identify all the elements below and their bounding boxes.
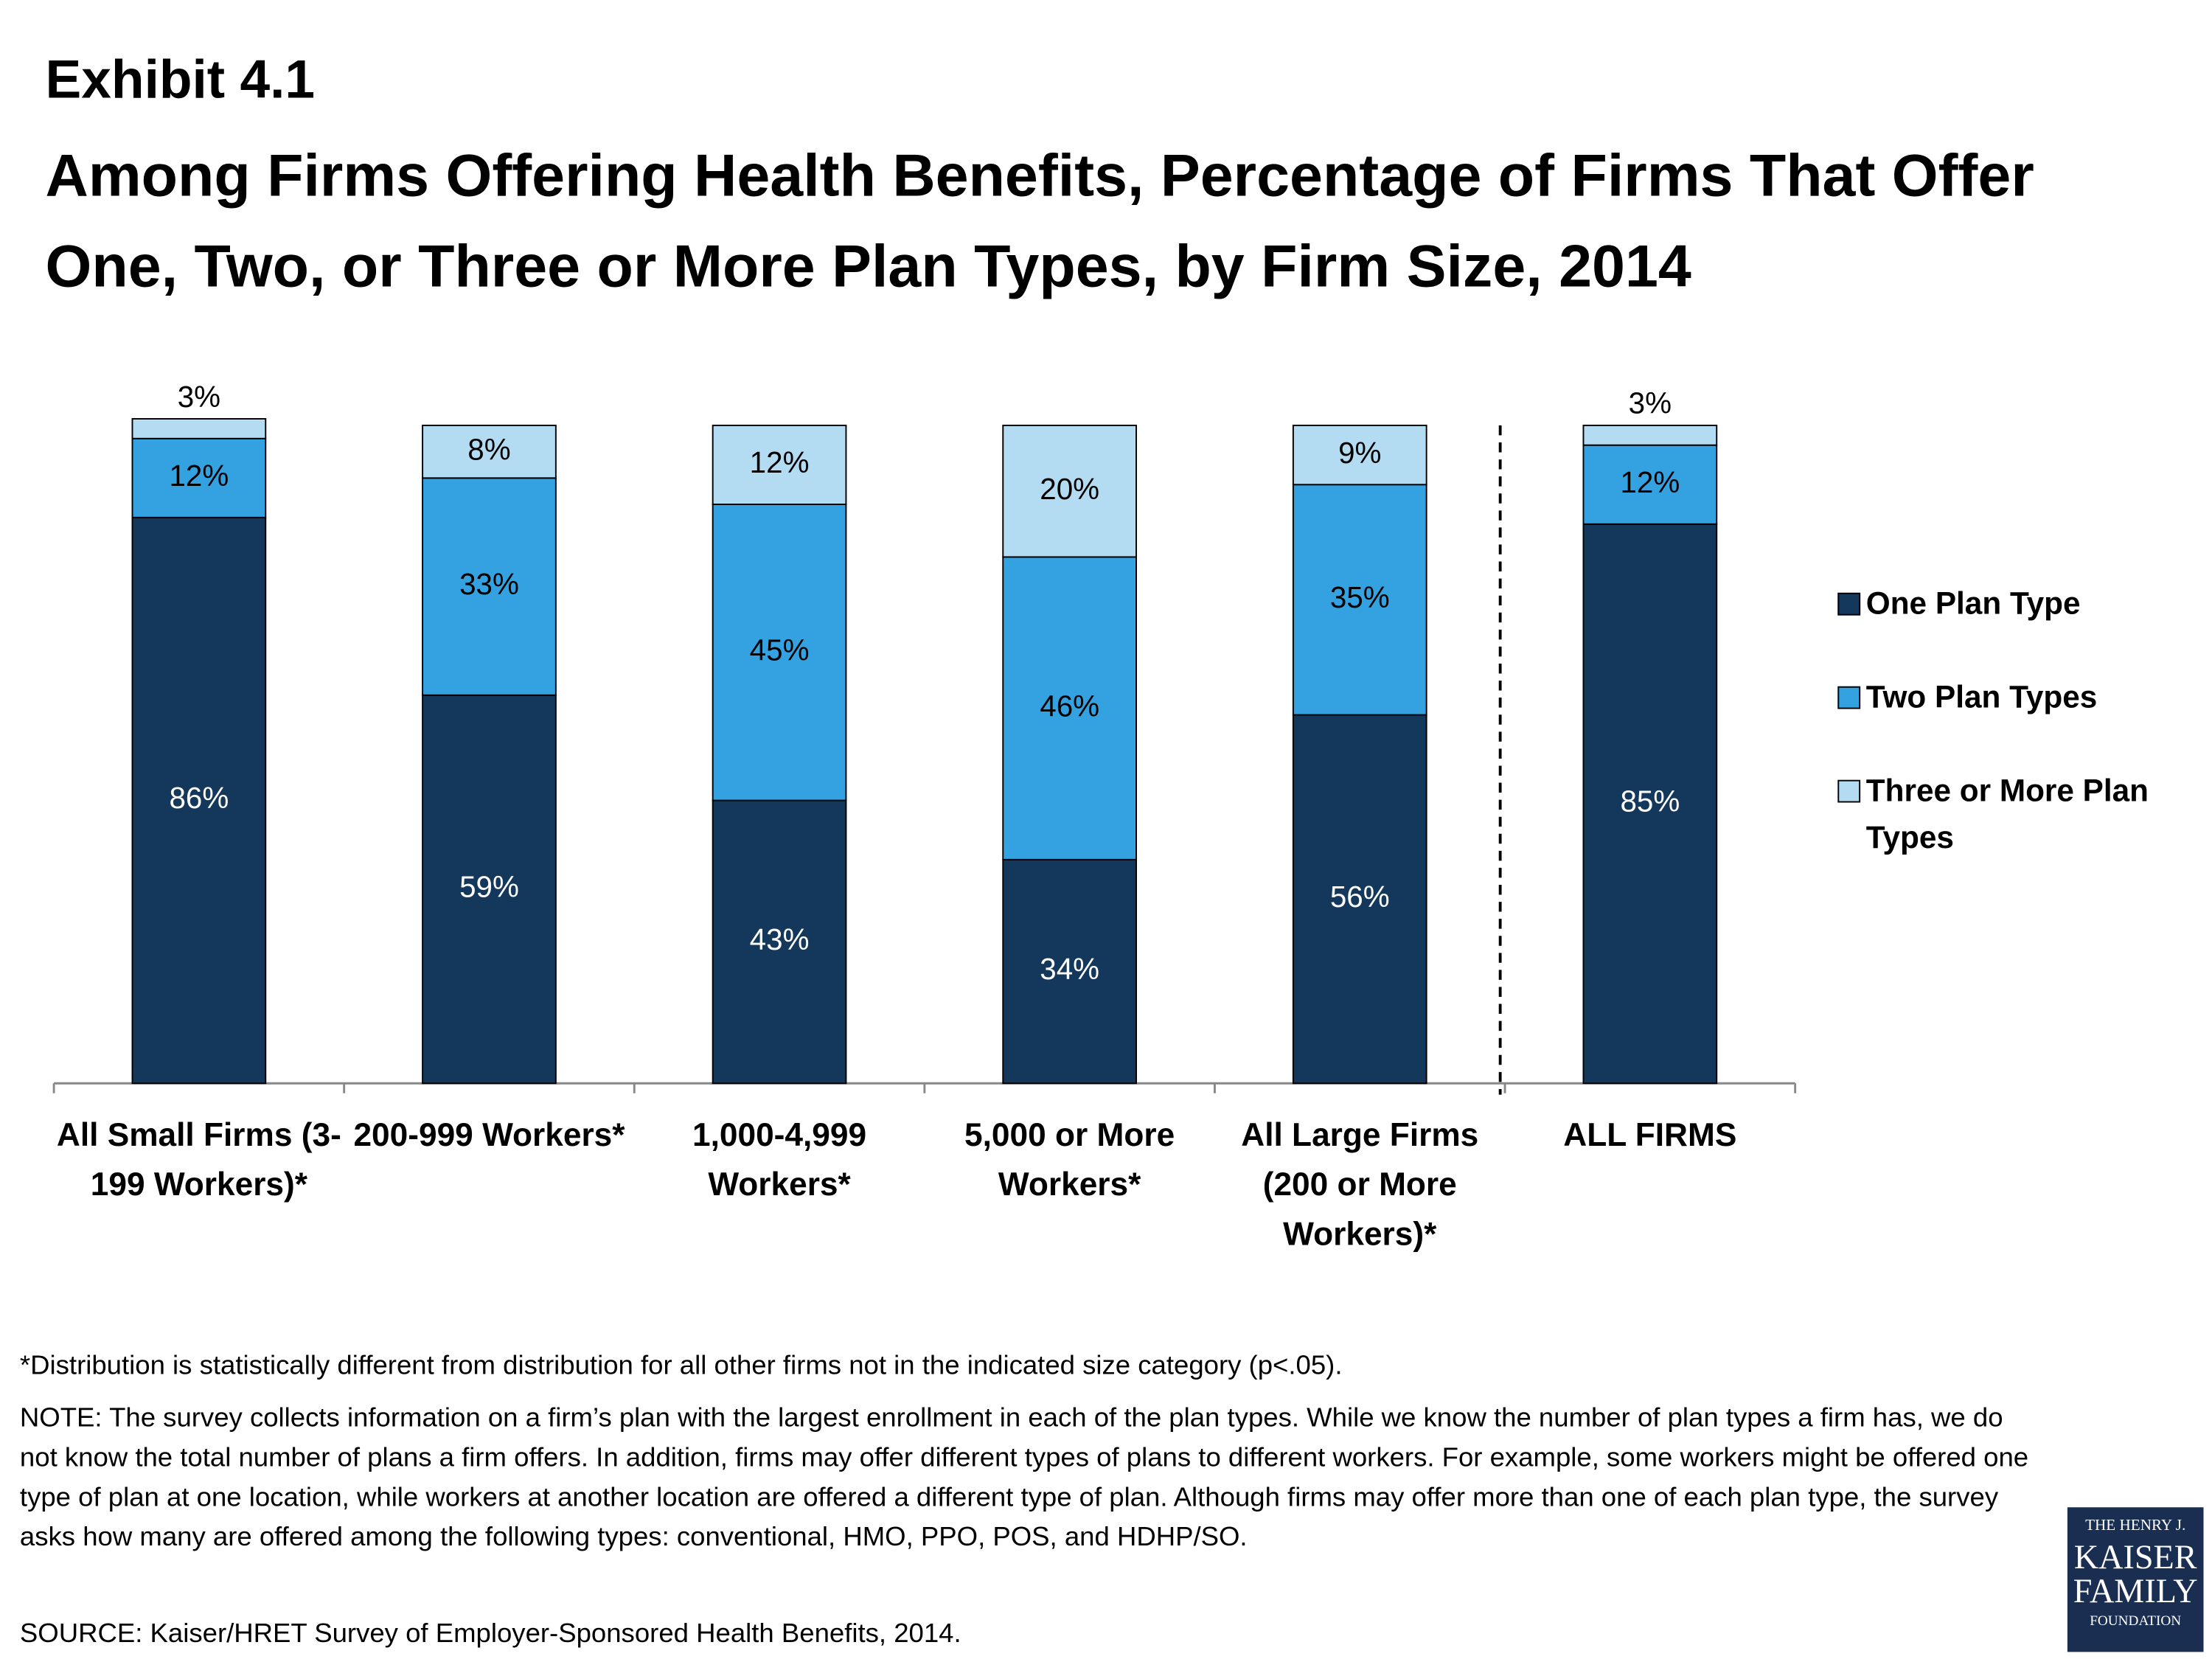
value-label: 3%	[178, 380, 220, 414]
bar-segment	[1292, 484, 1427, 716]
bar-segment	[1002, 424, 1138, 558]
value-label: 59%	[459, 870, 519, 904]
bar-segment	[422, 694, 557, 1085]
value-label: 33%	[459, 567, 519, 601]
x-tick-label: 1,000-4,999 Workers*	[692, 1116, 867, 1203]
logo-line: FOUNDATION	[2090, 1613, 2182, 1630]
legend-label: Two Plan Types	[1865, 679, 2098, 715]
bar-segment	[712, 799, 847, 1085]
x-tick-label: 5,000 or More Workers*	[964, 1116, 1175, 1203]
bar-segment	[131, 516, 267, 1085]
value-label: 35%	[1330, 580, 1390, 614]
value-label: 56%	[1330, 880, 1390, 914]
bar-segment	[422, 424, 557, 479]
value-label: 8%	[467, 432, 510, 466]
logo-line: THE HENRY J.	[2085, 1517, 2186, 1534]
value-label: 12%	[169, 459, 229, 493]
chart-subtitle: Among Firms Offering Health Benefits, Pe…	[45, 142, 2034, 299]
value-label: 12%	[750, 445, 810, 479]
bar-segment	[1582, 424, 1718, 446]
value-label: 45%	[750, 633, 810, 667]
x-tick-label: All Small Firms (3-199 Workers)*	[56, 1116, 341, 1203]
value-label: 46%	[1040, 689, 1099, 723]
value-label: 43%	[750, 922, 810, 956]
chart-title: Exhibit 4.1	[45, 51, 316, 111]
bar-segment	[131, 437, 267, 518]
source: SOURCE: Kaiser/HRET Survey of Employer-S…	[19, 1619, 961, 1649]
bar-segment	[712, 424, 847, 505]
legend-swatch	[1837, 779, 1861, 803]
bar-segment	[1292, 424, 1427, 486]
x-tick-label: ALL FIRMS	[1563, 1116, 1737, 1153]
x-tick-label: 200-999 Workers*	[353, 1116, 625, 1153]
footnote: *Distribution is statistically different…	[19, 1351, 1343, 1382]
bar-segment	[1002, 556, 1138, 860]
value-label: 85%	[1620, 785, 1680, 818]
bar-segment	[712, 504, 847, 801]
value-label: 86%	[169, 781, 229, 815]
legend-swatch	[1837, 592, 1861, 616]
logo-line: FAMILY	[2073, 1573, 2198, 1611]
value-label: 9%	[1338, 436, 1381, 470]
bar-segment	[1582, 523, 1718, 1085]
bar-segment	[131, 418, 267, 439]
value-label: 20%	[1040, 472, 1099, 506]
bar-segment	[1002, 858, 1138, 1085]
legend-label: Three or More Plan Types	[1865, 773, 2149, 855]
legend-label: One Plan Type	[1865, 585, 2081, 622]
logo: THE HENRY J. KAISER FAMILY FOUNDATION	[2067, 1507, 2204, 1652]
logo-line: KAISER	[2073, 1540, 2197, 1577]
value-label: 34%	[1040, 952, 1099, 986]
note: NOTE: The survey collects information on…	[19, 1403, 2029, 1553]
x-tick-label: All Large Firms (200 or More Workers)*	[1241, 1116, 1479, 1253]
value-label: 3%	[1629, 386, 1672, 420]
bar-segment	[1292, 714, 1427, 1085]
value-label: 12%	[1620, 465, 1680, 499]
legend-swatch	[1837, 686, 1861, 709]
